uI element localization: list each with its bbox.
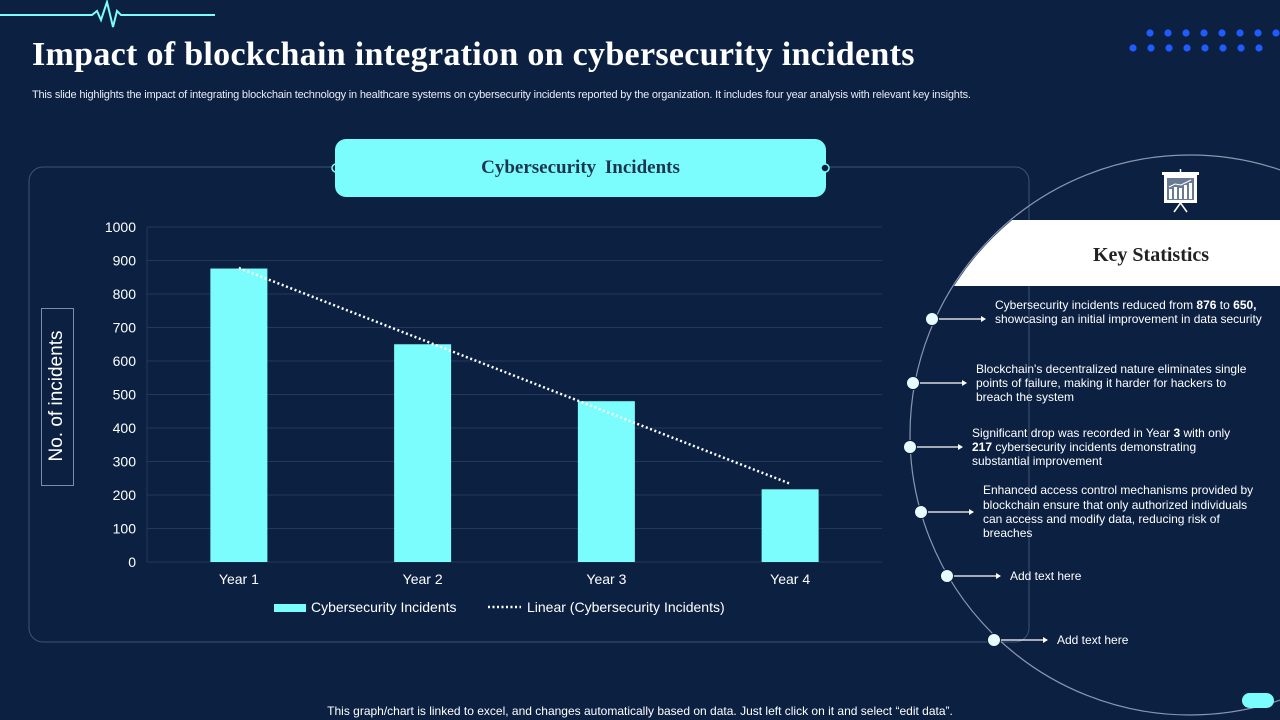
- dot: [1219, 44, 1227, 52]
- stat-text: cybersecurity incidents demonstrating su…: [972, 439, 1197, 469]
- dot: [1254, 29, 1262, 37]
- dot: [1183, 44, 1191, 52]
- stat-node: [987, 633, 1001, 647]
- bar[interactable]: [577, 401, 635, 562]
- y-tick-label: 600: [113, 353, 137, 369]
- x-tick-label: Year 4: [770, 571, 810, 587]
- dot: [1218, 29, 1226, 37]
- dot: [1129, 44, 1137, 52]
- footer-note: This graph/chart is linked to excel, and…: [327, 704, 953, 718]
- key-statistic-item: Add text here: [1010, 569, 1280, 583]
- y-tick-label: 800: [113, 286, 137, 302]
- stat-text: Add text here: [1010, 568, 1082, 583]
- title-box-right-node: [820, 163, 830, 173]
- key-statistic-item: Add text here: [1057, 633, 1280, 647]
- y-tick-label: 900: [113, 253, 137, 269]
- stat-text: with only: [1180, 425, 1231, 440]
- arrow-icon: [996, 573, 1001, 579]
- stat-text: Add text here: [1057, 632, 1129, 647]
- page-subtitle: This slide highlights the impact of inte…: [32, 89, 971, 101]
- dot: [1255, 44, 1263, 52]
- y-axis-label-box: [41, 308, 74, 486]
- y-tick-label: 200: [113, 487, 137, 503]
- key-statistics-arc: [909, 154, 1280, 716]
- bar[interactable]: [394, 344, 452, 562]
- stat-node: [925, 312, 939, 326]
- heartbeat-line-icon: [0, 0, 215, 28]
- key-statistic-item: Blockchain's decentralized nature elimin…: [976, 362, 1251, 405]
- stat-highlight: 217: [972, 439, 993, 454]
- chart-title: Cybersecurity Incidents: [481, 157, 680, 178]
- stat-node: [940, 569, 954, 583]
- chart-title-box: Cybersecurity Incidents: [335, 139, 826, 197]
- y-tick-label: 700: [113, 320, 137, 336]
- arrow-icon: [981, 316, 986, 322]
- y-tick-label: 1000: [105, 219, 136, 235]
- key-statistic-item: Enhanced access control mechanisms provi…: [983, 483, 1258, 540]
- legend-bar-swatch: [274, 604, 306, 612]
- dot: [1182, 29, 1190, 37]
- dot: [1164, 29, 1172, 37]
- y-tick-label: 300: [113, 454, 137, 470]
- bar[interactable]: [761, 489, 819, 562]
- trendline: [238, 266, 791, 485]
- stat-text: Enhanced access control mechanisms provi…: [983, 483, 1254, 541]
- y-tick-label: 0: [128, 554, 136, 570]
- x-tick-label: Year 3: [586, 571, 626, 587]
- dot-pattern: [1129, 29, 1280, 52]
- dot: [1236, 29, 1244, 37]
- arrow-icon: [962, 380, 967, 386]
- stat-highlight: 650,: [1233, 297, 1257, 312]
- key-statistic-item: Cybersecurity incidents reduced from 876…: [995, 298, 1270, 327]
- stat-text: Cybersecurity incidents reduced from: [995, 297, 1197, 312]
- key-statistics-title: Key Statistics: [1093, 244, 1210, 266]
- bar-chart[interactable]: 0 100 200 300 400 500 600 700 800 900 1000 Year 1 Ye…: [0, 0, 900, 620]
- arrow-icon: [1043, 637, 1048, 643]
- dot: [1146, 29, 1154, 37]
- dot: [1147, 44, 1155, 52]
- stat-text: to: [1216, 297, 1234, 312]
- legend-trendline-swatch: [488, 605, 521, 609]
- stat-text: Blockchain's decentralized nature elimin…: [976, 361, 1247, 405]
- arrow-icon: [969, 509, 974, 515]
- corner-pill-decoration: [1242, 693, 1274, 708]
- y-tick-label: 400: [113, 420, 137, 436]
- stat-node: [914, 505, 928, 519]
- stat-text: Significant drop was recorded in Year: [972, 425, 1174, 440]
- y-tick-label: 500: [113, 387, 137, 403]
- stat-highlight: 3: [1173, 425, 1181, 440]
- stat-node: [903, 440, 917, 454]
- key-statistic-item: Significant drop was recorded in Year 3 …: [972, 426, 1247, 469]
- dot: [1201, 44, 1209, 52]
- x-tick-label: Year 1: [219, 571, 259, 587]
- y-axis-label: No. of incidents: [46, 330, 67, 462]
- dot: [1165, 44, 1173, 52]
- arrow-icon: [958, 444, 963, 450]
- bar[interactable]: [210, 268, 268, 562]
- legend-bar-label: Cybersecurity Incidents: [311, 599, 457, 615]
- dot: [1272, 29, 1280, 37]
- presentation-chart-icon: [1162, 169, 1199, 213]
- dot: [1237, 44, 1245, 52]
- stat-text: showcasing an initial improvement in dat…: [995, 311, 1262, 326]
- key-statistics-band: [1190, 220, 1280, 286]
- stat-node: [906, 376, 920, 390]
- dot: [1200, 29, 1208, 37]
- page-title: Impact of blockchain integration on cybe…: [32, 36, 915, 73]
- y-tick-label: 100: [113, 521, 137, 537]
- legend-trendline-label: Linear (Cybersecurity Incidents): [527, 599, 725, 615]
- x-tick-label: Year 2: [403, 571, 443, 587]
- stat-highlight: 876: [1196, 297, 1217, 312]
